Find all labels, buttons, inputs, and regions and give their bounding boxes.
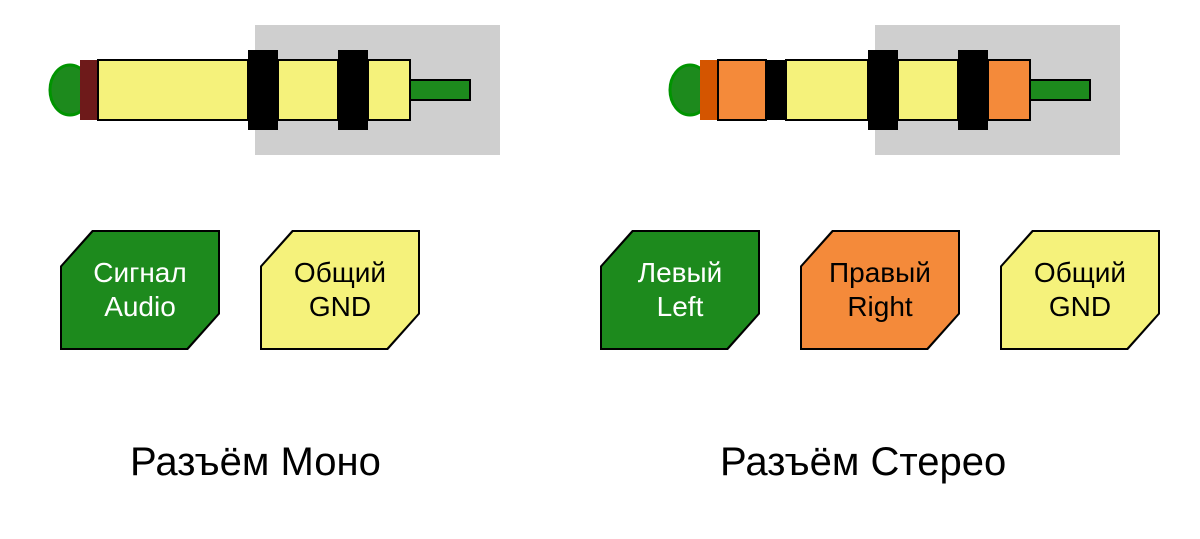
- mono-legend-item: СигналAudio: [60, 230, 220, 350]
- mono-caption: Разъём Моно: [130, 440, 381, 485]
- legend-text-line: Audio: [104, 290, 176, 324]
- mono-legend-item: ОбщийGND: [260, 230, 420, 350]
- mono-legend: СигналAudio ОбщийGND: [60, 230, 420, 350]
- diagram-canvas: СигналAudioОбщийGND ЛевыйLeftПравыйRight…: [0, 0, 1200, 539]
- legend-text-line: GND: [309, 290, 371, 324]
- legend-text-line: Сигнал: [93, 256, 186, 290]
- stereo-legend-item: ОбщийGND: [1000, 230, 1160, 350]
- legend-text-line: Right: [847, 290, 912, 324]
- stereo-caption: Разъём Стерео: [720, 440, 1006, 485]
- legend-text-line: Правый: [829, 256, 931, 290]
- legend-text-line: Общий: [294, 256, 386, 290]
- stereo-legend-item: ПравыйRight: [800, 230, 960, 350]
- stereo-legend-item: ЛевыйLeft: [600, 230, 760, 350]
- legend-text-line: Общий: [1034, 256, 1126, 290]
- legend-text-line: GND: [1049, 290, 1111, 324]
- stereo-jack-diagram: [660, 25, 1140, 165]
- mono-jack-diagram: [40, 25, 520, 165]
- legend-text-line: Левый: [638, 256, 723, 290]
- legend-text-line: Left: [657, 290, 704, 324]
- stereo-legend: ЛевыйLeft ПравыйRight ОбщийGND: [600, 230, 1160, 350]
